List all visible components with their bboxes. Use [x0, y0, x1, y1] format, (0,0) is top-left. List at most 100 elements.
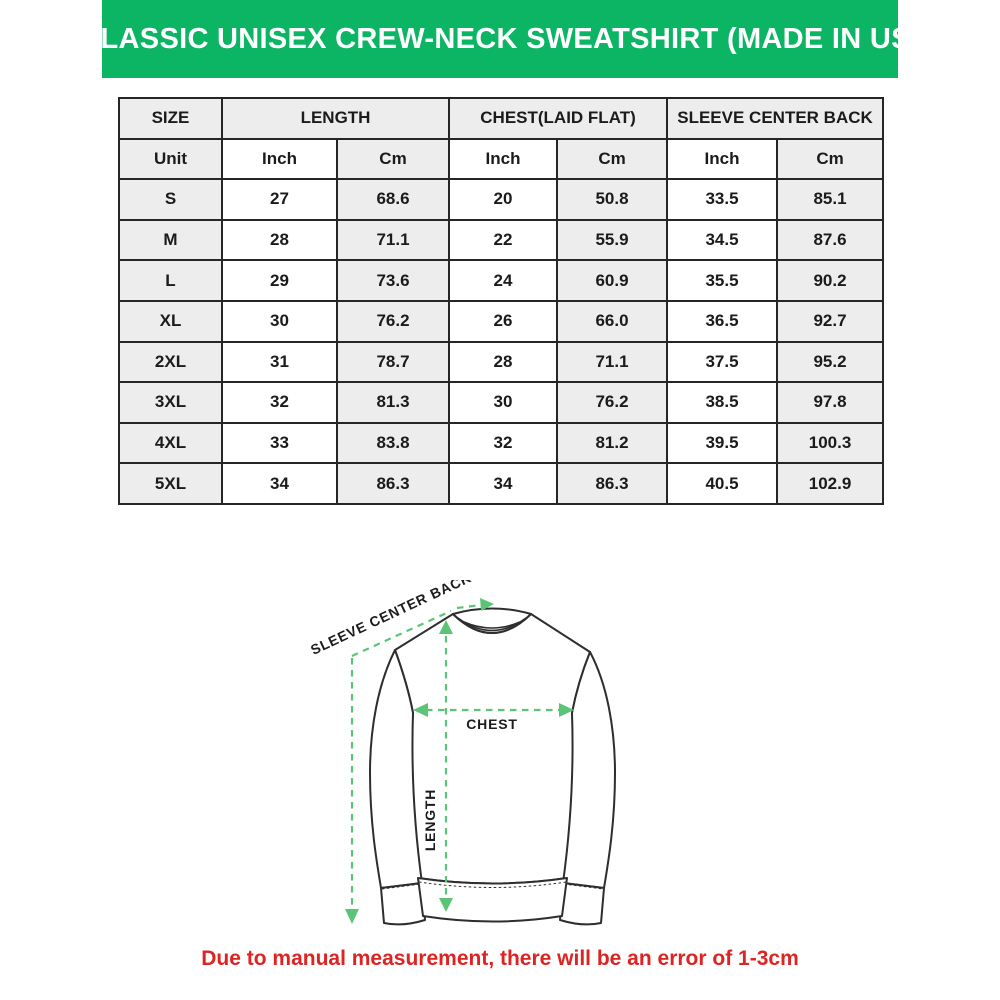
- measurement-cell: 87.6: [776, 218, 885, 262]
- measurement-cell: 34.5: [666, 218, 779, 262]
- unit-header: Inch: [448, 137, 559, 181]
- measurement-cell: 71.1: [556, 340, 669, 384]
- measurement-cell: 78.7: [335, 340, 451, 384]
- measurement-cell: 30: [448, 381, 559, 424]
- measurement-cell: 24: [448, 259, 559, 302]
- measurement-cell: 86.3: [335, 462, 451, 505]
- column-header: SIZE: [118, 97, 223, 140]
- measurement-cell: 86.3: [556, 462, 669, 505]
- measurement-cell: 37.5: [666, 340, 779, 384]
- measurement-cell: 33: [221, 421, 338, 465]
- measurement-cell: 97.8: [776, 381, 885, 424]
- measurement-cell: 71.1: [335, 218, 451, 262]
- size-table: SIZE LENGTH CHEST(LAID FLAT) SLEEVE CENTER …: [118, 97, 885, 505]
- column-header: CHEST(LAID FLAT): [448, 97, 669, 140]
- sweatshirt-hem-band: [417, 877, 568, 923]
- measurement-cell: 81.3: [335, 381, 451, 424]
- sweatshirt-left-cuff: [380, 882, 426, 926]
- measurement-cell: 66.0: [556, 299, 669, 343]
- table-row: L 29 73.6 24 60.9 35.5 90.2: [118, 259, 885, 302]
- measurement-cell: 35.5: [666, 259, 779, 302]
- size-cell: 2XL: [118, 340, 223, 384]
- size-cell: 4XL: [118, 421, 223, 465]
- measurement-disclaimer: Due to manual measurement, there will be…: [201, 947, 799, 970]
- measurement-cell: 76.2: [556, 381, 669, 424]
- measurement-cell: 100.3: [776, 421, 885, 465]
- size-cell: 3XL: [118, 381, 223, 424]
- size-cell: M: [118, 218, 223, 262]
- measurement-cell: 76.2: [335, 299, 451, 343]
- measurement-cell: 39.5: [666, 421, 779, 465]
- measurement-cell: 27: [221, 178, 338, 221]
- table-row: XL 30 76.2 26 66.0 36.5 92.7: [118, 299, 885, 343]
- measurement-cell: 22: [448, 218, 559, 262]
- measurement-cell: 50.8: [556, 178, 669, 221]
- measurement-cell: 38.5: [666, 381, 779, 424]
- chest-arrow-left-icon: [413, 703, 428, 717]
- measurement-cell: 95.2: [776, 340, 885, 384]
- measurement-cell: 83.8: [335, 421, 451, 465]
- hem-stitch: [418, 881, 567, 888]
- sleeve-measure-arrow-down-icon: [345, 909, 359, 924]
- left-cuff-stitch: [381, 883, 422, 890]
- measurement-cell: 32: [448, 421, 559, 465]
- sweatshirt-right-cuff: [559, 882, 605, 926]
- unit-label: Unit: [118, 137, 223, 181]
- measurement-cell: 26: [448, 299, 559, 343]
- table-row: M 28 71.1 22 55.9 34.5 87.6: [118, 218, 885, 262]
- measurement-cell: 92.7: [776, 299, 885, 343]
- measurement-cell: 34: [448, 462, 559, 505]
- page-title: CLASSIC UNISEX CREW-NECK SWEATSHIRT (MAD…: [79, 22, 921, 55]
- size-cell: S: [118, 178, 223, 221]
- unit-header: Cm: [776, 137, 885, 181]
- size-cell: 5XL: [118, 462, 223, 505]
- unit-row: Unit Inch Cm Inch Cm Inch Cm: [118, 137, 885, 181]
- measurement-cell: 85.1: [776, 178, 885, 221]
- measurement-cell: 30: [221, 299, 338, 343]
- right-cuff-stitch: [563, 883, 604, 890]
- size-cell: L: [118, 259, 223, 302]
- measurement-cell: 73.6: [335, 259, 451, 302]
- collar-rib-line: [463, 621, 521, 629]
- measurement-cell: 60.9: [556, 259, 669, 302]
- length-arrow-up-icon: [439, 620, 453, 634]
- size-cell: XL: [118, 299, 223, 343]
- sweatshirt-measurement-diagram: SLEEVE CENTER BACK LENGTH CHEST: [308, 580, 616, 926]
- sleeve-measure-line-diagonal: [351, 609, 452, 658]
- column-header: LENGTH: [220, 97, 451, 140]
- table-header-row: SIZE LENGTH CHEST(LAID FLAT) SLEEVE CENTER …: [118, 97, 885, 140]
- table-row: 3XL 32 81.3 30 76.2 38.5 97.8: [118, 381, 885, 424]
- table-row: 5XL 34 86.3 34 86.3 40.5 102.9: [118, 462, 885, 505]
- table-row: 4XL 33 83.8 32 81.2 39.5 100.3: [118, 421, 885, 465]
- table-row: 2XL 31 78.7 28 71.1 37.5 95.2: [118, 340, 885, 384]
- measurement-cell: 34: [221, 462, 338, 505]
- chest-arrow-right-icon: [559, 703, 574, 717]
- measurement-cell: 90.2: [776, 259, 885, 302]
- chest-measure-label: CHEST: [466, 716, 517, 732]
- measurement-cell: 20: [448, 178, 559, 221]
- length-measure-label: LENGTH: [422, 789, 438, 851]
- length-arrow-down-icon: [439, 898, 453, 912]
- sleeve-measure-arrow-right-icon: [480, 598, 494, 611]
- measurement-cell: 81.2: [556, 421, 669, 465]
- measurement-cell: 33.5: [666, 178, 779, 221]
- sleeve-measure-line-top: [456, 603, 482, 610]
- column-header: SLEEVE CENTER BACK: [666, 97, 885, 140]
- measurement-cell: 55.9: [556, 218, 669, 262]
- measurement-cell: 28: [221, 218, 338, 262]
- unit-header: Inch: [221, 137, 338, 181]
- unit-header: Inch: [666, 137, 779, 181]
- measurement-cell: 32: [221, 381, 338, 424]
- measurement-cell: 28: [448, 340, 559, 384]
- measurement-cell: 68.6: [335, 178, 451, 221]
- measurement-cell: 31: [221, 340, 338, 384]
- title-banner: CLASSIC UNISEX CREW-NECK SWEATSHIRT (MAD…: [79, 0, 920, 78]
- measurement-cell: 40.5: [666, 462, 779, 505]
- unit-header: Cm: [556, 137, 669, 181]
- measurement-cell: 36.5: [666, 299, 779, 343]
- table-row: S 27 68.6 20 50.8 33.5 85.1: [118, 178, 885, 221]
- unit-header: Cm: [335, 137, 451, 181]
- measurement-cell: 29: [221, 259, 338, 302]
- measurement-cell: 102.9: [776, 462, 885, 505]
